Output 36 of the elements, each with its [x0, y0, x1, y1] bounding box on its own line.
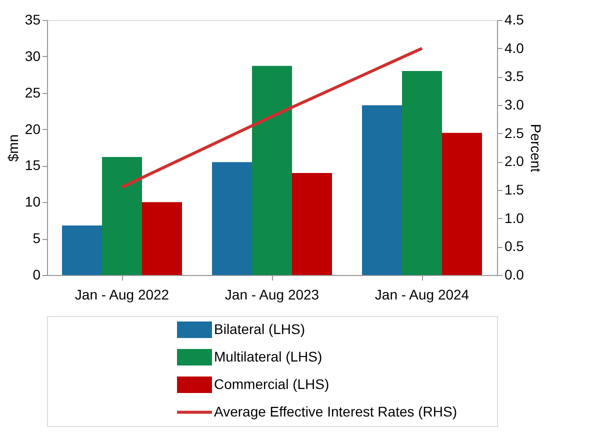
y2-axis-title: Percent [528, 124, 544, 172]
bar [252, 66, 292, 275]
bar [212, 162, 252, 275]
x-tick-label: Jan - Aug 2024 [374, 286, 470, 302]
x-tick-label: Jan - Aug 2023 [224, 286, 320, 302]
y-tick-label: 0 [32, 266, 41, 282]
y-tick-label: 35 [24, 12, 41, 28]
legend-label: Average Effective Interest Rates (RHS) [214, 403, 458, 420]
y-axis-title: $mn [4, 134, 21, 162]
bar [102, 156, 142, 275]
y-tick-label: 10 [24, 194, 41, 210]
legend-label: Commercial (LHS) [214, 376, 330, 392]
bar [292, 173, 332, 275]
y2-tick-label: 3.0 [504, 96, 524, 112]
y-tick-label: 5 [32, 230, 41, 246]
y2-tick-label: 4.0 [504, 40, 524, 56]
legend-label: Multilateral (LHS) [214, 348, 322, 364]
bar [142, 202, 182, 275]
y-tick-label: 15 [24, 157, 41, 174]
y-tick-label: 20 [24, 120, 41, 137]
y2-tick-label: 2.5 [504, 124, 524, 141]
y2-tick-label: 1.5 [504, 182, 524, 198]
bar [442, 132, 482, 275]
legend-label: Bilateral (LHS) [214, 320, 306, 337]
y2-tick-label: 0.0 [504, 266, 524, 282]
x-tick-label: Jan - Aug 2022 [74, 286, 170, 302]
y-tick-label: 30 [24, 48, 41, 64]
y2-tick-label: 3.5 [504, 68, 524, 84]
bar [62, 225, 102, 275]
y2-tick-label: 1.0 [504, 210, 524, 226]
y-tick-label: 25 [24, 84, 41, 100]
y2-tick-label: 4.5 [504, 12, 524, 28]
bar [402, 71, 442, 275]
bar [362, 105, 402, 275]
y2-tick-label: 2.0 [504, 153, 524, 170]
y2-tick-label: 0.5 [504, 238, 524, 254]
